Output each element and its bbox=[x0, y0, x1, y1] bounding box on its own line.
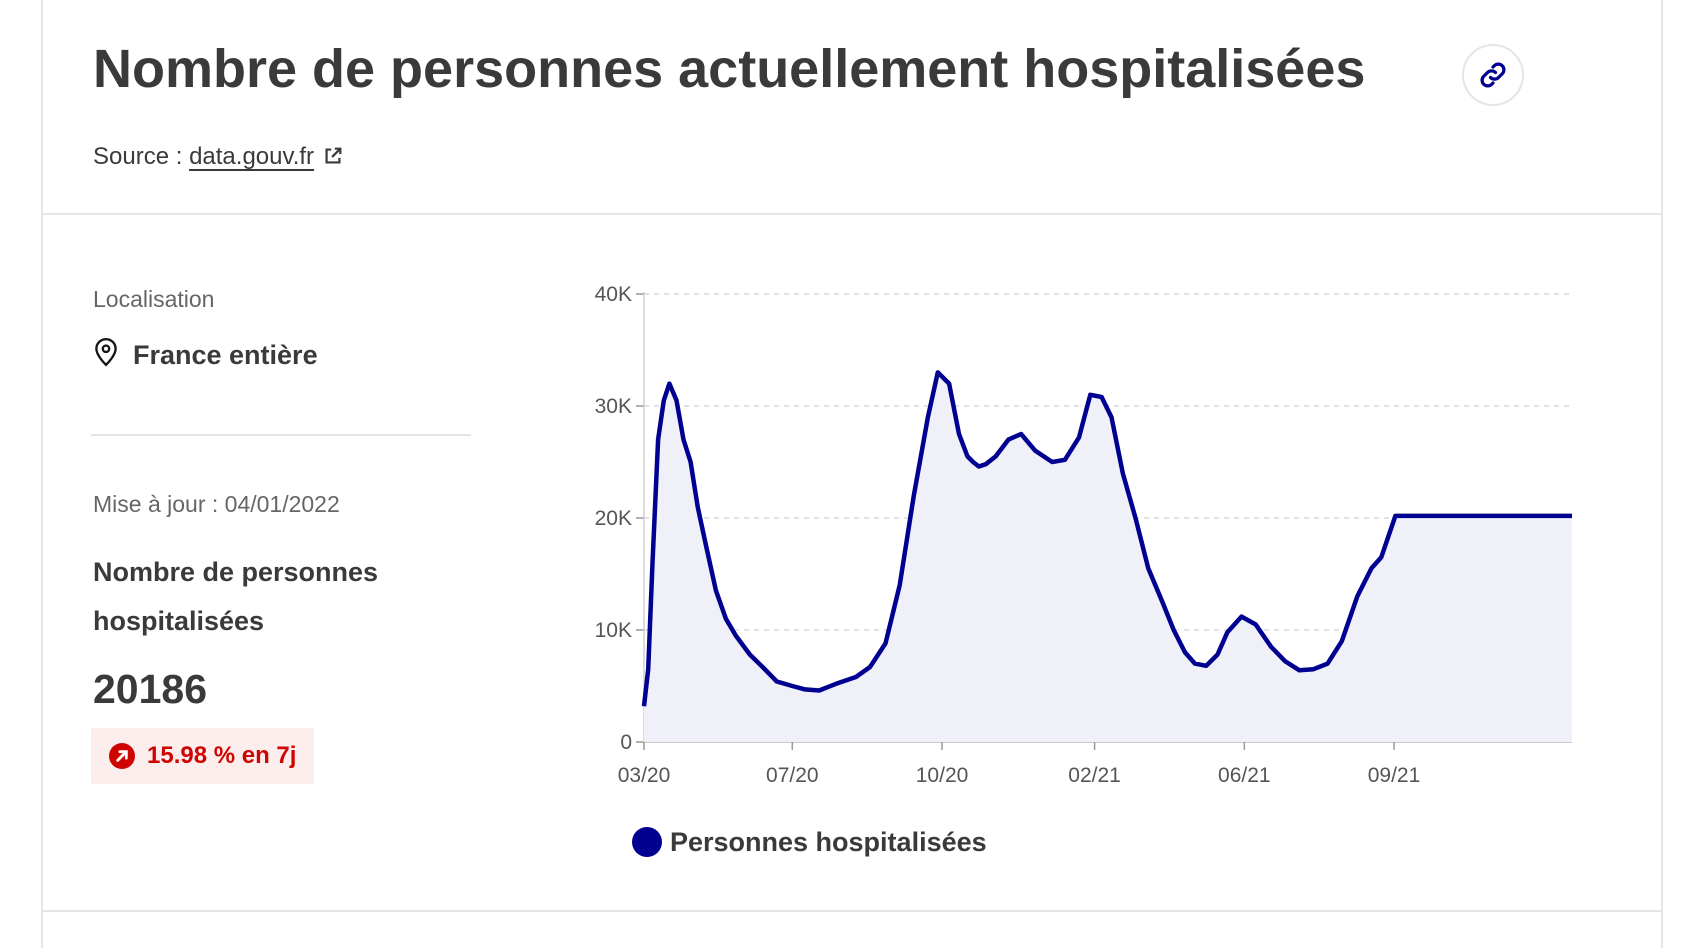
location-label: Localisation bbox=[93, 286, 215, 312]
x-tick-label: 03/20 bbox=[618, 764, 671, 787]
legend-label: Personnes hospitalisées bbox=[670, 827, 987, 857]
sidebar-divider bbox=[91, 434, 471, 436]
trend-text: 15.98 % en 7j bbox=[147, 742, 297, 769]
metric-value: 20186 bbox=[93, 666, 208, 712]
y-tick-label: 30K bbox=[595, 395, 632, 418]
x-tick-label: 02/21 bbox=[1068, 764, 1121, 787]
metric-label: Nombre de personnes hospitalisées bbox=[93, 557, 379, 636]
page-title: Nombre de personnes actuellement hospita… bbox=[93, 39, 1366, 99]
source-line: Source : data.gouv.fr bbox=[93, 143, 344, 171]
hospitalisations-chart: 0 10K 20K 30K 40K 03/20 07/20 10/20 02/21 06/21 09… bbox=[595, 283, 1572, 857]
x-tick-label: 10/20 bbox=[916, 764, 969, 787]
x-tick-label: 09/21 bbox=[1368, 764, 1421, 787]
y-tick-label: 20K bbox=[595, 507, 632, 530]
x-tick-label: 07/20 bbox=[766, 764, 819, 787]
legend-marker bbox=[632, 827, 662, 857]
copy-link-button[interactable] bbox=[1462, 44, 1524, 106]
arrow-up-right-icon bbox=[109, 743, 135, 769]
map-pin-icon bbox=[95, 337, 117, 366]
update-date: Mise à jour : 04/01/2022 bbox=[93, 491, 340, 517]
source-link[interactable]: data.gouv.fr bbox=[189, 143, 344, 170]
footer-divider bbox=[41, 910, 1663, 912]
y-tick-label: 0 bbox=[620, 731, 632, 754]
y-tick-label: 10K bbox=[595, 619, 632, 642]
trend-badge: 15.98 % en 7j bbox=[91, 728, 315, 784]
series-line bbox=[641, 370, 1572, 707]
series-area bbox=[644, 372, 1572, 742]
source-prefix: Source : bbox=[93, 143, 183, 170]
header-divider bbox=[41, 213, 1663, 215]
source-link-text: data.gouv.fr bbox=[189, 143, 315, 170]
location-selector[interactable]: France entière bbox=[93, 337, 318, 371]
location-value: France entière bbox=[133, 340, 318, 370]
link-icon bbox=[1480, 62, 1506, 88]
y-tick-label: 40K bbox=[595, 283, 632, 306]
external-link-icon bbox=[325, 147, 342, 164]
x-tick-label: 06/21 bbox=[1218, 764, 1271, 787]
card bbox=[41, 0, 1663, 948]
